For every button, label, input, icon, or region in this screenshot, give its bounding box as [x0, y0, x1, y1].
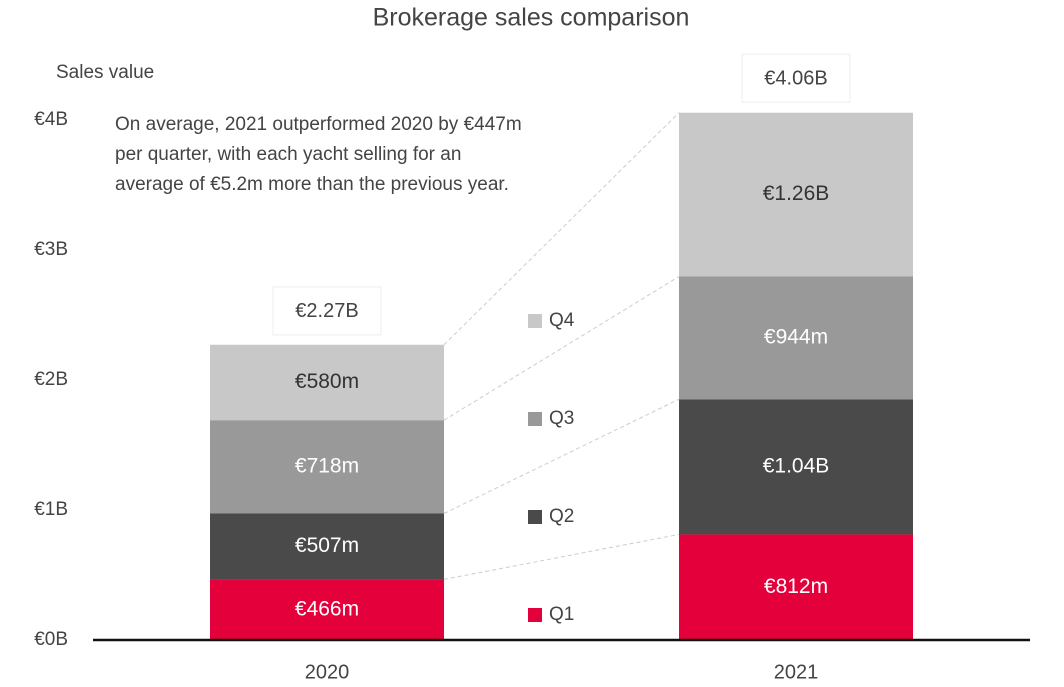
y-tick-label: €2B	[34, 369, 68, 390]
connector	[443, 533, 680, 580]
connector	[443, 398, 680, 514]
y-tick-label: €1B	[34, 499, 68, 520]
annotation: average of €5.2m more than the previous …	[115, 174, 509, 195]
connector	[443, 276, 680, 421]
x-tick-label: 2020	[305, 661, 350, 683]
total-label: €2.27B	[295, 300, 358, 322]
legend-label: Q4	[549, 310, 575, 331]
bar-segment	[679, 276, 913, 400]
data-label: €507m	[295, 534, 359, 557]
data-label: €944m	[764, 325, 828, 348]
connector	[443, 112, 680, 346]
legend-swatch	[528, 314, 542, 328]
data-label: €812m	[764, 575, 828, 598]
bar-segment	[210, 513, 444, 580]
data-label: €466m	[295, 597, 359, 620]
bar-segment	[679, 112, 913, 277]
data-label: €1.04B	[763, 454, 830, 477]
chart-title: Brokerage sales comparison	[373, 4, 690, 32]
bar-segment	[210, 344, 444, 421]
total-box	[272, 286, 382, 336]
y-tick-label: €0B	[34, 629, 68, 650]
legend-label: Q3	[549, 408, 574, 429]
legend-swatch	[528, 412, 542, 426]
y-tick-label: €3B	[34, 239, 68, 260]
bar-segment	[210, 579, 444, 640]
legend-swatch	[528, 608, 542, 622]
legend-swatch	[528, 510, 542, 524]
total-box	[741, 53, 851, 103]
bar-segment	[679, 399, 913, 535]
y-axis-label: Sales value	[56, 62, 154, 83]
annotation: per quarter, with each yacht selling for…	[115, 144, 461, 165]
total-label: €4.06B	[764, 67, 827, 89]
legend-label: Q1	[549, 604, 574, 625]
y-tick-label: €4B	[34, 109, 68, 130]
annotation: On average, 2021 outperformed 2020 by €4…	[115, 114, 522, 135]
legend-label: Q2	[549, 506, 574, 527]
bar-segment	[679, 534, 913, 640]
data-label: €718m	[295, 454, 359, 477]
x-tick-label: 2021	[774, 661, 819, 683]
data-label: €1.26B	[763, 182, 830, 205]
bar-segment	[210, 420, 444, 514]
data-label: €580m	[295, 370, 359, 393]
